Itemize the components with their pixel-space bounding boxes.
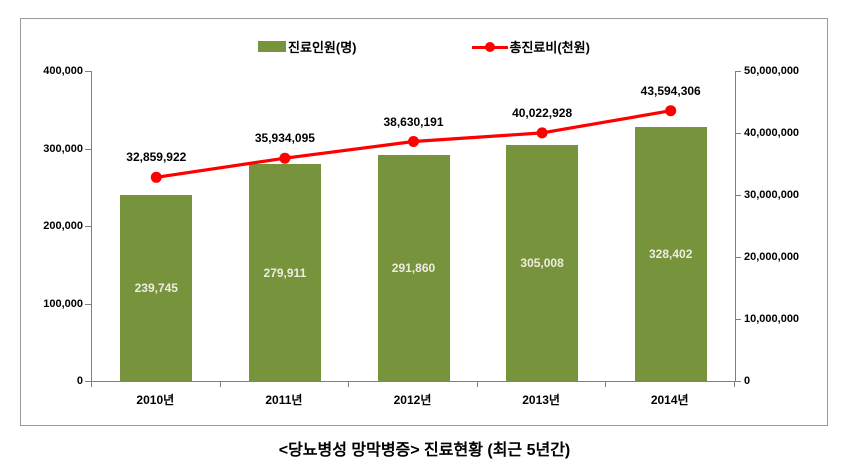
bar-series-swatch-icon xyxy=(258,41,287,52)
bar-2011년: 279,911 xyxy=(248,164,321,381)
right-axis-tick xyxy=(735,319,741,320)
bar-value-label: 239,745 xyxy=(134,281,178,296)
bar-value-label: 279,911 xyxy=(263,265,307,280)
x-axis-tick xyxy=(605,381,607,387)
line-series xyxy=(150,105,677,183)
x-axis-tick xyxy=(91,381,92,387)
x-axis-label-2013년: 2013년 xyxy=(522,393,560,407)
left-axis-tick xyxy=(85,148,91,150)
line-value-label: 32,859,922 xyxy=(126,150,187,165)
chart-legend: 진료인원(명) 총진료비(천원) xyxy=(21,37,827,56)
line-point-2011년 xyxy=(279,152,291,164)
left-axis-tick-label: 200,000 xyxy=(43,220,83,232)
chart-caption: <당뇨병성 망막병증> 진료현황 (최근 5년간) xyxy=(278,442,571,459)
left-axis-tick xyxy=(85,71,91,72)
x-axis-label-2014년: 2014년 xyxy=(650,393,689,407)
right-axis-tick-label: 50,000,000 xyxy=(744,65,800,77)
x-axis-tick xyxy=(734,381,735,387)
right-axis-tick xyxy=(735,71,741,72)
x-axis-label-2010년: 2010년 xyxy=(136,393,175,407)
right-axis-tick-label: 20,000,000 xyxy=(744,251,800,263)
bar-value-label: 291,860 xyxy=(391,260,436,275)
legend-item-cost: 총진료비(천원) xyxy=(471,37,590,56)
left-axis-tick-label: 0 xyxy=(76,375,83,387)
right-axis-tick-label: 40,000,000 xyxy=(744,127,800,139)
line-point-2013년 xyxy=(536,127,548,139)
legend-item-patients: 진료인원(명) xyxy=(258,37,357,56)
bar-value-label: 305,008 xyxy=(520,255,564,270)
right-axis-tick xyxy=(735,257,741,258)
x-axis-tick xyxy=(348,381,350,387)
line-value-label: 35,934,095 xyxy=(254,131,315,146)
line-value-label: 40,022,928 xyxy=(512,105,573,120)
left-axis-tick-label: 300,000 xyxy=(43,142,83,155)
right-axis-tick-label: 30,000,000 xyxy=(744,189,800,201)
line-value-label: 43,594,306 xyxy=(640,83,701,98)
x-axis-label-2012년: 2012년 xyxy=(393,393,432,407)
bar-2014년: 328,402 xyxy=(634,126,707,381)
line-point-2014년 xyxy=(665,105,677,117)
chart-frame: 진료인원(명) 총진료비(천원) 239,745 279,911 291,860 30… xyxy=(20,18,828,426)
right-axis-tick xyxy=(735,381,741,382)
line-value-label: 38,630,191 xyxy=(383,114,444,129)
x-axis-tick xyxy=(219,381,221,387)
bar-2010년: 239,745 xyxy=(120,195,193,381)
left-axis-tick xyxy=(85,381,91,382)
left-axis-tick xyxy=(85,303,91,305)
left-axis-tick-label: 100,000 xyxy=(43,297,83,310)
bar-value-label: 328,402 xyxy=(648,246,693,261)
line-series-marker-icon xyxy=(471,41,508,53)
line-point-2012년 xyxy=(408,136,419,147)
x-axis-label-2011년: 2011년 xyxy=(265,393,303,407)
bar-2012년: 291,860 xyxy=(377,154,450,381)
right-axis-tick-label: 10,000,000 xyxy=(744,313,800,325)
legend-label-cost: 총진료비(천원) xyxy=(509,40,590,55)
legend-label-patients: 진료인원(명) xyxy=(288,40,357,55)
right-axis-tick xyxy=(735,133,741,134)
plot-area: 239,745 279,911 291,860 305,008 328,402 32,85… xyxy=(91,71,736,382)
left-axis-tick xyxy=(85,226,91,227)
line-point-2010년 xyxy=(150,171,162,183)
right-axis-tick-label: 0 xyxy=(744,375,751,387)
left-axis-tick-label: 400,000 xyxy=(43,65,83,77)
right-axis-tick xyxy=(735,195,741,196)
x-axis-tick xyxy=(476,381,478,387)
bar-2013년: 305,008 xyxy=(506,144,579,381)
